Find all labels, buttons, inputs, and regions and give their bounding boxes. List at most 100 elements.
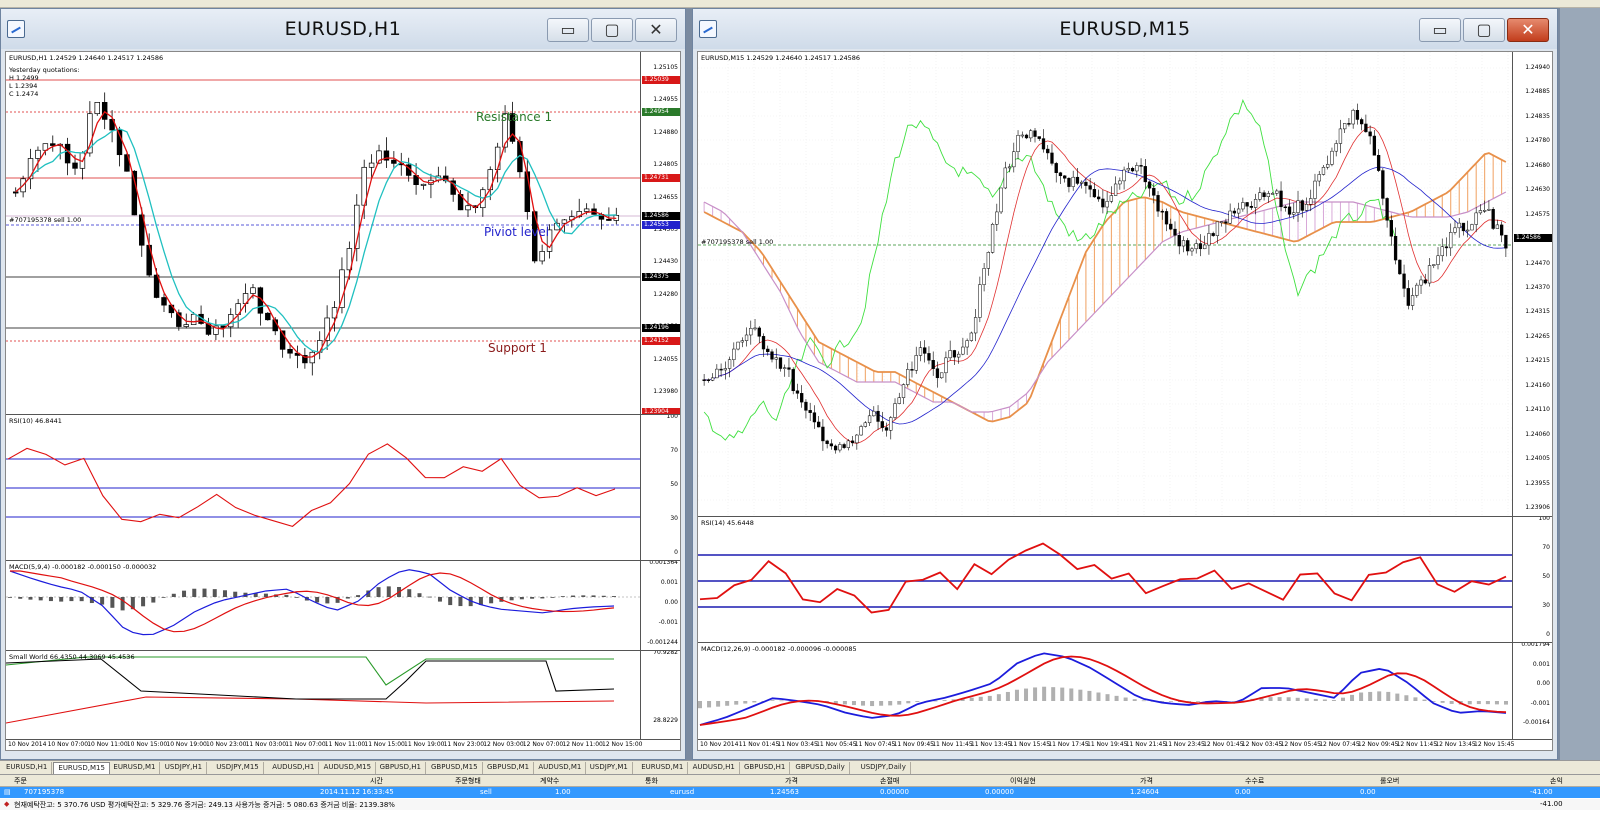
price-tag: 1.24196 [642, 324, 680, 332]
close-button[interactable]: ✕ [1507, 18, 1549, 42]
yesterday-high: H 1.2499 [9, 74, 39, 82]
time-tick-label: 11 Nov 23:00 [443, 741, 485, 748]
time-tick-label: 10 Nov 07:00 [47, 741, 89, 748]
candle-body [833, 445, 838, 451]
macd-panel[interactable]: MACD(12,26,9) -0.000182 -0.000096 -0.000… [698, 643, 1552, 740]
chart-tab[interactable]: USDJPY,M15 [212, 762, 264, 774]
time-tick-label: 12 Nov 01:45 [1203, 741, 1244, 748]
chart-window-eurusd-m15[interactable]: EURUSD,M15 ▭ ▢ ✕ EURUSD,M15 1.24529 1.24… [692, 8, 1558, 760]
price-axis[interactable]: 1.24940 1.24885 1.24835 1.24780 1.24680 1.246… [1512, 52, 1552, 516]
rsi-line [7, 443, 616, 527]
candle-body [1487, 209, 1491, 211]
candle-body [153, 274, 160, 298]
time-tick-label: 10 Nov 23:00 [206, 741, 247, 748]
chart-tabs-bar: EURUSD,H1 EURUSD,M15 EURUSD,M1 USDJPY,H1 USD… [0, 760, 1600, 774]
macd-panel[interactable]: MACD(5,9,4) -0.000182 -0.000150 -0.00003… [6, 561, 680, 651]
chart-tab[interactable]: GBPUSD,H1 [376, 762, 426, 774]
maximize-button[interactable]: ▢ [591, 18, 633, 42]
terminal-column-header[interactable]: 통화 [645, 777, 658, 785]
macd-histogram-bar [427, 596, 432, 598]
chart-window-eurusd-h1[interactable]: EURUSD,H1 ▭ ▢ ✕ EURUSD,H1 1.24529 1.2464… [0, 8, 686, 760]
candle-body [1033, 130, 1037, 137]
window-title: EURUSD,M15 [1059, 18, 1191, 40]
chart-tab[interactable]: AUDUSD,H1 [268, 762, 320, 774]
terminal-column-header[interactable]: 손익 [1550, 777, 1563, 785]
chart-tab[interactable]: GBPUSD,Daily [791, 762, 850, 774]
candle-body [1207, 233, 1211, 246]
axis-tick-label: 0.00 [664, 599, 678, 606]
candle-body [1050, 152, 1054, 164]
candle-body [1296, 200, 1300, 213]
minimize-button[interactable]: ▭ [547, 18, 589, 42]
chart-area[interactable]: EURUSD,M15 1.24529 1.24640 1.24517 1.245… [697, 51, 1553, 751]
axis-tick-label: 50 [670, 481, 678, 488]
price-tag: 1.24375 [642, 273, 680, 281]
price-axis[interactable]: 1.25105 1.24955 1.24880 1.24805 1.24655 1.245… [640, 52, 680, 414]
time-axis: 10 Nov 2014 10 Nov 07:00 10 Nov 11:00 10 No… [6, 740, 642, 750]
macd-histogram-bar [386, 586, 391, 597]
chart-tab[interactable]: GBPUSD,M15 [427, 762, 483, 774]
candle-body [1109, 195, 1114, 202]
chart-tab[interactable]: USDJPY,M1 [586, 762, 633, 774]
chart-tab[interactable]: USDJPY,Daily [857, 762, 911, 774]
rsi-panel[interactable]: RSI(10) 46.8441 100 70 50 30 0 [6, 415, 680, 561]
terminal-column-header[interactable]: 가격 [785, 777, 798, 785]
candle-body [1338, 128, 1343, 144]
window-titlebar[interactable]: EURUSD,M15 ▭ ▢ ✕ [693, 9, 1557, 49]
chart-tab[interactable]: AUDUSD,M15 [320, 762, 377, 774]
macd-histogram-bar [1132, 699, 1137, 701]
chart-tab[interactable]: USDJPY,H1 [161, 762, 208, 774]
terminal-column-header[interactable]: 이익실현 [1010, 777, 1036, 785]
candle-body [1359, 119, 1364, 125]
candle-body [1287, 206, 1292, 215]
terminal-column-header[interactable]: 가격 [1140, 777, 1153, 785]
candle-body [778, 357, 783, 369]
candle-body [867, 415, 872, 424]
time-tick-label: 11 Nov 11:45 [932, 741, 973, 748]
candle-body [973, 317, 978, 334]
window-titlebar[interactable]: EURUSD,H1 ▭ ▢ ✕ [1, 9, 685, 49]
terminal-column-header[interactable]: 주문 [14, 777, 27, 785]
chart-area[interactable]: EURUSD,H1 1.24529 1.24640 1.24517 1.2458… [5, 51, 681, 751]
terminal-column-header[interactable]: 계약수 [540, 777, 560, 785]
candle-body [1499, 224, 1504, 236]
price-panel[interactable]: EURUSD,M15 1.24529 1.24640 1.24517 1.245… [698, 52, 1552, 517]
oscillator-panel[interactable]: Small World 66.4350 44.3069 45.4536 70.9… [6, 651, 680, 740]
macd-histogram-bar [1467, 701, 1472, 705]
order-cell: 0.00000 [985, 788, 1014, 796]
chart-tab[interactable]: GBPUSD,H1 [740, 762, 791, 774]
price-panel[interactable]: EURUSD,H1 1.24529 1.24640 1.24517 1.2458… [6, 52, 680, 415]
macd-histogram-bar [1322, 699, 1327, 701]
macd-histogram-bar [141, 597, 146, 607]
axis-tick-label: 1.24835 [1525, 112, 1550, 120]
chart-tab[interactable]: AUDUSD,M1 [534, 762, 587, 774]
candle-body [944, 357, 948, 374]
chart-tab[interactable]: EURUSD,H1 [2, 762, 53, 774]
candle-body [539, 251, 545, 262]
macd-histogram-bar [734, 701, 739, 705]
macd-histogram-bar [1014, 689, 1019, 701]
axis-tick-label: 1.23906 [1525, 504, 1550, 511]
time-tick-label: 11 Nov 17:45 [1048, 741, 1089, 748]
chart-window-icon [7, 20, 25, 38]
macd-histogram-bar [571, 595, 576, 597]
chart-tab[interactable]: EURUSD,M15 [53, 762, 110, 774]
chart-tab[interactable]: GBPUSD,M1 [483, 762, 535, 774]
chart-tab[interactable]: EURUSD,M1 [109, 762, 161, 774]
chart-tab[interactable]: AUDUSD,H1 [689, 762, 740, 774]
maximize-button[interactable]: ▢ [1463, 18, 1505, 42]
terminal-column-header[interactable]: 손절매 [880, 777, 900, 785]
terminal-column-header[interactable]: 롤오버 [1380, 777, 1400, 785]
rsi-panel[interactable]: RSI(14) 45.6448 100 70 50 30 0 [698, 517, 1552, 643]
macd-histogram-bar [315, 597, 320, 603]
terminal-column-header[interactable]: 주문형태 [455, 777, 481, 785]
minimize-button[interactable]: ▭ [1419, 18, 1461, 42]
terminal-column-header[interactable]: 시간 [370, 777, 383, 785]
terminal-column-header[interactable]: 수수료 [1245, 777, 1265, 785]
senkou-span-a [703, 152, 1507, 423]
order-row[interactable]: ▤ 707195378 2014.11.12 16:33:45 sell 1.00 eur… [0, 787, 1600, 798]
candle-body [940, 372, 944, 379]
close-button[interactable]: ✕ [635, 18, 677, 42]
chart-tab[interactable]: EURUSD,M1 [637, 762, 689, 774]
axis-tick-label: 1.24630 [1525, 186, 1550, 194]
